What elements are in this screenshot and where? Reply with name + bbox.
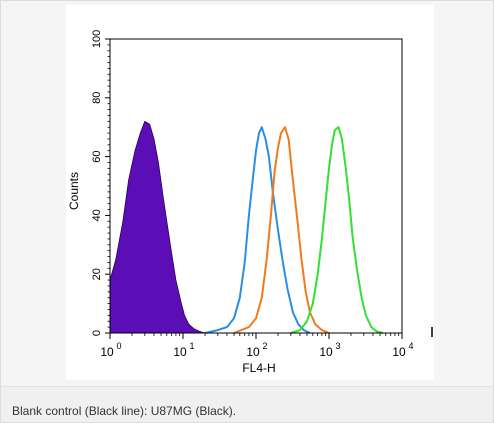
x-tick-exponent: 2 <box>262 341 267 351</box>
histogram-series-2 <box>204 126 311 334</box>
x-tick-exponent: 0 <box>116 341 121 351</box>
x-tick-label: 10 <box>319 345 333 359</box>
x-tick-label: 10 <box>173 345 187 359</box>
y-tick-label: 0 <box>91 330 103 336</box>
x-tick-exponent: 1 <box>189 341 194 351</box>
y-axis-label: Counts <box>67 172 81 210</box>
x-tick-label: 10 <box>100 345 114 359</box>
histogram-series-1 <box>109 120 206 334</box>
histogram-series-4 <box>290 126 384 334</box>
x-tick-label: 10 <box>392 345 406 359</box>
caption-bar <box>1 386 493 422</box>
y-tick-label: 60 <box>91 150 103 162</box>
figure-panel: 0 20 40 60 80 100 10 0 10 1 10 2 10 3 10 4 FL4-H Counts <box>66 5 434 380</box>
figure-caption: Blank control (Black line): U87MG (Black… <box>12 404 237 418</box>
x-axis-label: FL4-H <box>242 361 275 375</box>
x-tick-label: 10 <box>246 345 260 359</box>
y-tick-label: 80 <box>91 92 103 104</box>
x-tick-exponent: 3 <box>335 341 340 351</box>
x-tick-exponent: 4 <box>408 341 413 351</box>
y-tick-label: 100 <box>91 30 103 48</box>
y-tick-label: 20 <box>91 268 103 280</box>
y-tick-label: 40 <box>91 209 103 221</box>
